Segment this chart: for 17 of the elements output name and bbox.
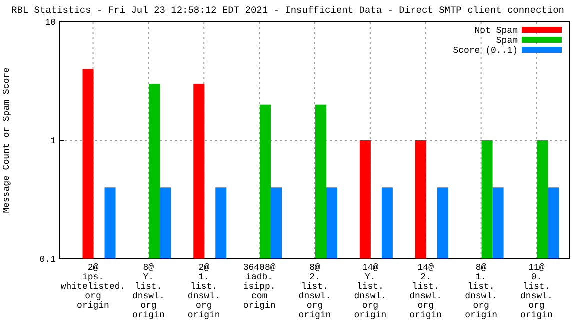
chart-title: RBL Statistics - Fri Jul 23 12:58:12 EDT 2021 - Insufficient Data - Direct SMTP client connection [12, 5, 564, 16]
legend-label: Not Spam [474, 26, 518, 36]
x-tick-label: 8@ 1. list. dnswl. org origin [465, 263, 498, 320]
y-tick-label: 10 [45, 18, 56, 28]
y-tick-label: 1 [50, 136, 56, 146]
x-tick-label: 14@ Y. list. dnswl. org origin [354, 263, 387, 320]
x-tick-label: 2@ ips. whitelisted. org origin [60, 263, 126, 311]
legend-label: Spam [496, 36, 518, 46]
x-tick-label: 36408@ iadb. isipp. com origin [243, 263, 276, 311]
legend-label: Score (0..1) [453, 46, 518, 56]
x-tick-label: 8@ 2. list. dnswl. org origin [298, 263, 332, 320]
x-tick-label: 11@ 0. list. dnswl. org origin [520, 263, 553, 320]
y-tick-label: 0.1 [40, 255, 56, 265]
x-tick-label: 14@ 2. list. dnswl. org origin [410, 263, 442, 320]
x-tick-label: 8@ Y. list. dnswl. org origin [132, 263, 165, 320]
y-axis-title: Message Count or Spam Score [2, 68, 12, 214]
x-tick-label: 2@ 1. list. dnswl. org origin [188, 263, 220, 320]
